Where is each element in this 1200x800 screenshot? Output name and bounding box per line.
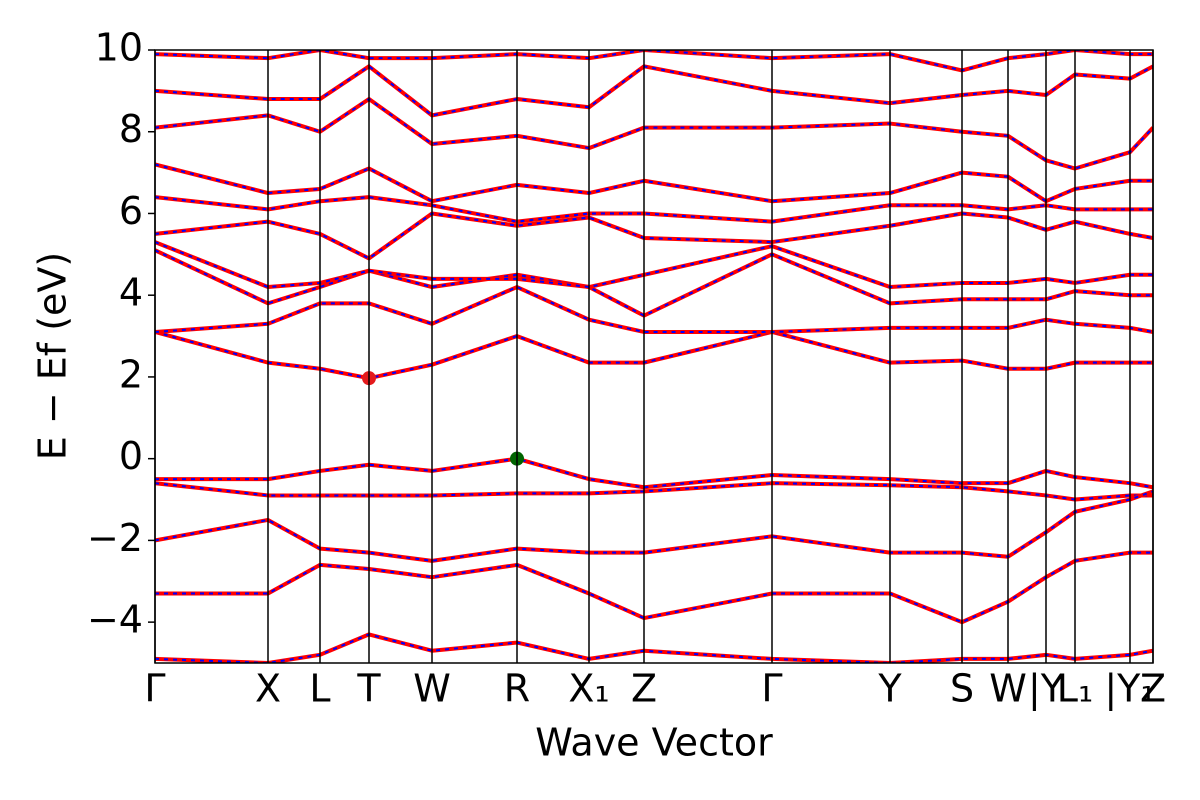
x-tick-label: L₁ xyxy=(1057,667,1093,711)
band xyxy=(155,162,1153,204)
band-dashed xyxy=(155,551,1153,624)
y-tick-label: 2 xyxy=(119,352,143,396)
band-dashed xyxy=(155,212,1153,260)
x-tick-label: Γ xyxy=(144,667,165,711)
band-dashed xyxy=(155,633,1153,663)
x-tick-label: W xyxy=(413,667,451,711)
y-tick-label: 10 xyxy=(95,26,143,70)
y-tick-label: −2 xyxy=(87,516,143,560)
x-tick-label: S xyxy=(950,667,974,711)
x-tick-label: R xyxy=(504,667,530,711)
band-dashed xyxy=(155,241,1153,289)
y-tick-label: 8 xyxy=(119,107,143,151)
x-tick-label: T xyxy=(356,667,381,711)
band xyxy=(155,240,1153,290)
x-axis-label: Wave Vector xyxy=(535,721,773,765)
y-tick-label: 4 xyxy=(119,271,143,315)
x-tick-label: Y xyxy=(877,667,902,711)
band-dashed xyxy=(155,330,1153,380)
band xyxy=(155,489,1153,563)
band xyxy=(155,456,1153,490)
band-dashed xyxy=(155,97,1153,170)
x-tick-label: W xyxy=(989,667,1027,711)
axes-frame xyxy=(154,49,1154,664)
band xyxy=(155,550,1153,625)
band-dashed xyxy=(155,285,1153,333)
band-dashed xyxy=(155,65,1153,117)
y-axis-label: E − Ef (eV) xyxy=(31,252,75,461)
x-tick-label: Z xyxy=(631,667,657,711)
band-dashed xyxy=(155,490,1153,562)
y-tick-label: −4 xyxy=(87,598,143,642)
band-dashed xyxy=(155,163,1153,203)
x-tick-label: |Y xyxy=(1028,667,1065,712)
band-dashed xyxy=(155,249,1153,317)
band-dashed xyxy=(155,482,1153,501)
band-dashed xyxy=(155,50,1153,72)
y-tick-label: 6 xyxy=(119,189,143,233)
band xyxy=(155,97,1153,171)
x-tick-label: Γ xyxy=(761,667,782,711)
x-tick-label: Z xyxy=(1140,667,1166,711)
x-tick-label: X xyxy=(255,667,281,711)
band-dashed xyxy=(155,457,1153,489)
x-tick-label: L xyxy=(309,667,330,711)
band xyxy=(155,329,1153,381)
x-tick-label: X₁ xyxy=(568,667,609,711)
y-tick-label: 0 xyxy=(119,434,143,478)
plot-area xyxy=(155,50,1153,663)
band xyxy=(155,211,1153,261)
x-tick-label: |Y₁ xyxy=(1104,667,1155,712)
band-dashed xyxy=(155,196,1153,223)
